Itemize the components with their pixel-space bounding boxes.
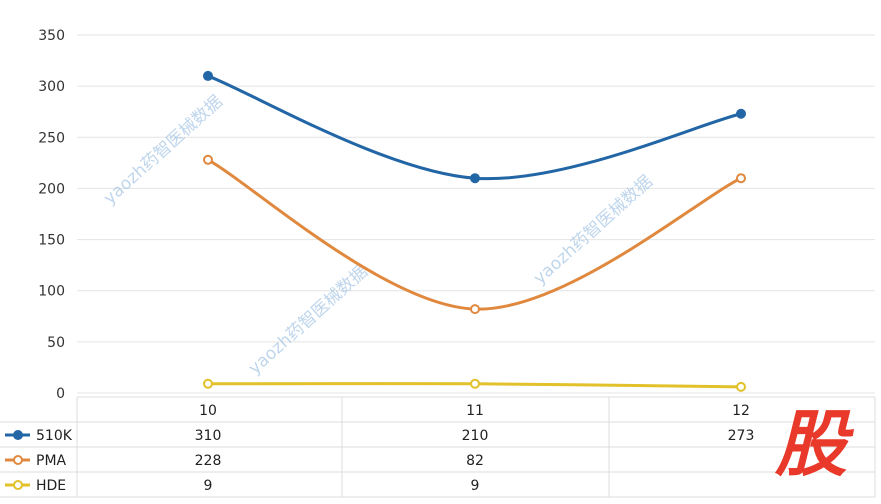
y-tick-label: 250 bbox=[38, 130, 65, 146]
data-point-hde bbox=[470, 378, 480, 389]
x-category-label: 11 bbox=[466, 403, 484, 419]
y-tick-label: 150 bbox=[38, 233, 65, 249]
table-value: 82 bbox=[466, 453, 484, 469]
data-point-pma bbox=[470, 304, 480, 315]
data-point-pma bbox=[736, 173, 746, 184]
data-point-hde bbox=[736, 381, 746, 392]
legend-marker-hde bbox=[13, 480, 23, 490]
table-value: 9 bbox=[204, 478, 213, 494]
data-point-pma bbox=[203, 154, 213, 165]
logo-watermark: 股 bbox=[775, 402, 848, 486]
legend-label: HDE bbox=[36, 478, 66, 494]
table-value: 273 bbox=[728, 428, 755, 444]
table-value: 228 bbox=[195, 453, 222, 469]
data-point-510k bbox=[736, 108, 746, 119]
data-point-hde bbox=[203, 378, 213, 389]
y-tick-label: 100 bbox=[38, 284, 65, 300]
series-line-510k bbox=[207, 74, 742, 181]
y-tick-label: 350 bbox=[38, 28, 65, 44]
y-tick-label: 200 bbox=[38, 181, 65, 197]
data-point-510k bbox=[470, 173, 480, 184]
legend-label: PMA bbox=[36, 453, 67, 469]
y-tick-label: 0 bbox=[56, 386, 65, 402]
y-tick-label: 50 bbox=[47, 335, 65, 351]
legend-label: 510K bbox=[36, 428, 73, 444]
legend-marker-510k bbox=[13, 430, 23, 440]
table-value: 310 bbox=[195, 428, 222, 444]
table-value: 9 bbox=[471, 478, 480, 494]
watermark-text: yaozh药智医械数据 bbox=[100, 92, 227, 209]
y-tick-label: 300 bbox=[38, 79, 65, 95]
x-category-label: 12 bbox=[732, 403, 750, 419]
watermark-text: yaozh药智医械数据 bbox=[245, 262, 372, 379]
table-value: 210 bbox=[462, 428, 489, 444]
data-point-510k bbox=[203, 70, 213, 81]
legend-marker-pma bbox=[13, 455, 23, 465]
x-category-label: 10 bbox=[199, 403, 217, 419]
